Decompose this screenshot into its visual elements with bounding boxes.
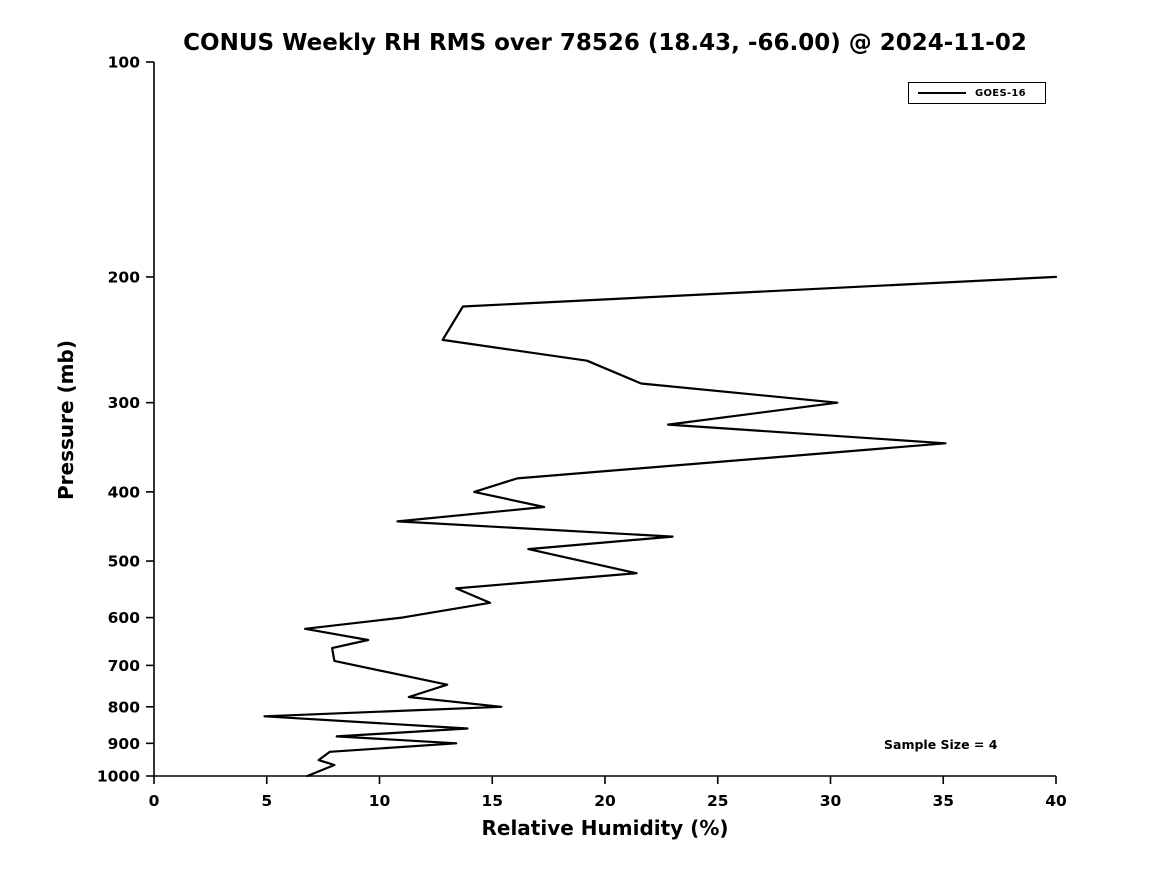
y-tick-label: 300 bbox=[108, 394, 141, 412]
legend-label: GOES-16 bbox=[975, 87, 1026, 99]
x-tick-label: 10 bbox=[369, 792, 391, 810]
x-tick-label: 40 bbox=[1045, 792, 1067, 810]
y-tick-label: 800 bbox=[108, 698, 141, 716]
y-tick-label: 200 bbox=[108, 268, 141, 286]
x-tick-label: 35 bbox=[932, 792, 954, 810]
y-tick-label: 1000 bbox=[97, 768, 140, 786]
x-tick-label: 25 bbox=[707, 792, 729, 810]
y-tick-label: 400 bbox=[108, 483, 141, 501]
series-line-goes-16 bbox=[263, 275, 1058, 778]
x-tick-label: 0 bbox=[149, 792, 160, 810]
legend-line-swatch-icon bbox=[918, 92, 966, 94]
y-tick-label: 600 bbox=[108, 609, 141, 627]
x-tick-label: 15 bbox=[481, 792, 503, 810]
x-tick-label: 5 bbox=[261, 792, 272, 810]
y-tick-label: 100 bbox=[108, 54, 141, 72]
x-tick-label: 30 bbox=[820, 792, 842, 810]
y-tick-label: 700 bbox=[108, 657, 141, 675]
y-tick-label: 500 bbox=[108, 553, 141, 571]
y-axis-label: Pressure (mb) bbox=[54, 340, 78, 500]
x-tick-label: 20 bbox=[594, 792, 616, 810]
legend: GOES-16 bbox=[908, 82, 1046, 104]
x-axis-label: Relative Humidity (%) bbox=[481, 816, 729, 840]
chart-title: CONUS Weekly RH RMS over 78526 (18.43, -… bbox=[183, 30, 1027, 56]
sample-size-annotation: Sample Size = 4 bbox=[884, 737, 998, 752]
y-tick-label: 900 bbox=[108, 735, 141, 753]
